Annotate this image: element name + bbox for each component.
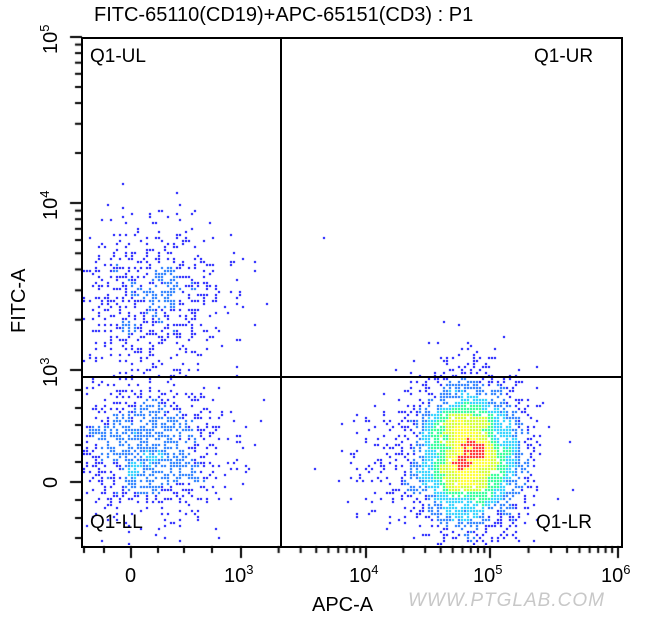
x-tick-label: 0 [125, 565, 137, 587]
x-tick-label: 104 [349, 562, 379, 587]
y-tick-label: 104 [37, 190, 62, 220]
x-axis-title: APC-A [312, 594, 374, 616]
y-tick-label: 103 [37, 357, 62, 387]
x-tick-label: 103 [224, 562, 254, 587]
x-tick-label: 105 [473, 562, 503, 587]
y-tick-label: 0 [40, 476, 62, 488]
y-tick-label: 105 [37, 24, 62, 54]
x-tick-label: 106 [601, 562, 631, 587]
watermark: WWW.PTGLAB.COM [408, 590, 605, 611]
y-axis-title: FITC-A [8, 268, 30, 333]
